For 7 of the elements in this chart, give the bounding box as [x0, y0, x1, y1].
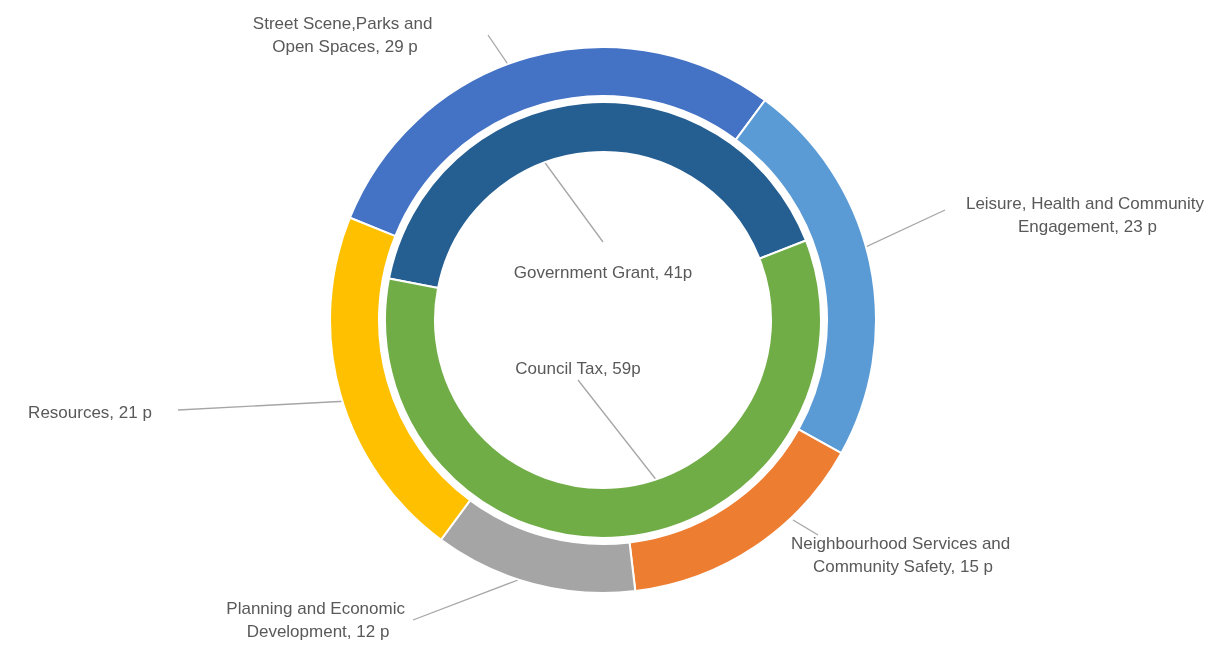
slice-label: Council Tax, 59p [515, 358, 641, 378]
slice-label: Government Grant, 41p [513, 262, 693, 282]
slice-label: Street Scene,Parks and Open Spaces, 29 p [252, 14, 438, 56]
slice-label: Planning and Economic Development, 12 p [226, 599, 410, 641]
slice-label: Resources, 21 p [28, 402, 152, 422]
slice-label: Neighbourhood Services and Community Safety, 15 p [791, 534, 1015, 576]
slice-label: Leisure, Health and Community Engagement, 23 p [965, 194, 1205, 236]
